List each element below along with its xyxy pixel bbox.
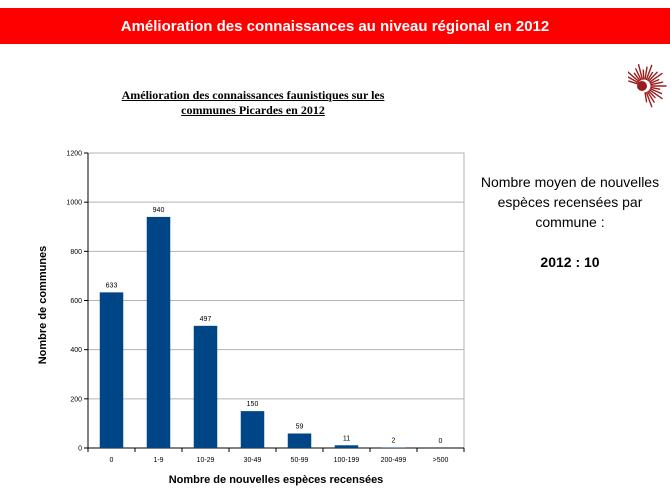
data-label: 633 (106, 282, 118, 289)
x-tick-label: 10-29 (197, 457, 215, 464)
x-tick-label: 1-9 (153, 457, 163, 464)
x-tick-label: 0 (110, 457, 114, 464)
y-tick-label: 0 (78, 446, 82, 453)
side-panel: Nombre moyen de nouvelles espèces recens… (472, 172, 668, 272)
x-axis-label: Nombre de nouvelles espèces recensées (168, 474, 384, 486)
y-tick-label: 600 (70, 298, 82, 305)
y-tick-label: 200 (70, 396, 82, 403)
bar (146, 216, 171, 448)
average-description: Nombre moyen de nouvelles espèces recens… (480, 174, 660, 230)
x-tick-label: >500 (433, 457, 449, 464)
average-value: 2012 : 10 (540, 254, 600, 270)
x-tick-label: 100-199 (334, 457, 360, 464)
header-title: Amélioration des connaissances au niveau… (120, 17, 550, 35)
data-label: 2 (392, 438, 396, 445)
x-tick-label: 200-499 (381, 457, 407, 464)
chart-title-line1: Amélioration des connaissances faunistiq… (121, 88, 385, 102)
y-tick-label: 1200 (66, 151, 82, 158)
bar (99, 292, 124, 448)
bar (334, 445, 359, 448)
y-tick-label: 800 (70, 249, 82, 256)
bar (193, 325, 218, 448)
data-label: 940 (153, 207, 165, 214)
header-banner: Amélioration des connaissances au niveau… (0, 8, 670, 44)
chart-title: Amélioration des connaissances faunistiq… (88, 88, 418, 118)
y-tick-label: 400 (70, 347, 82, 354)
hedgehog-logo-icon (628, 63, 667, 108)
x-tick-label: 30-49 (244, 457, 262, 464)
data-label: 59 (296, 423, 304, 430)
data-label: 0 (439, 438, 443, 445)
data-label: 11 (343, 435, 350, 442)
bar (287, 433, 312, 448)
x-tick-label: 50-99 (291, 457, 309, 464)
y-tick-label: 1000 (66, 200, 82, 207)
data-label: 150 (247, 401, 259, 408)
chart-title-line2: communes Picardes en 2012 (181, 103, 325, 117)
data-label: 497 (200, 316, 212, 323)
bar (240, 411, 265, 448)
